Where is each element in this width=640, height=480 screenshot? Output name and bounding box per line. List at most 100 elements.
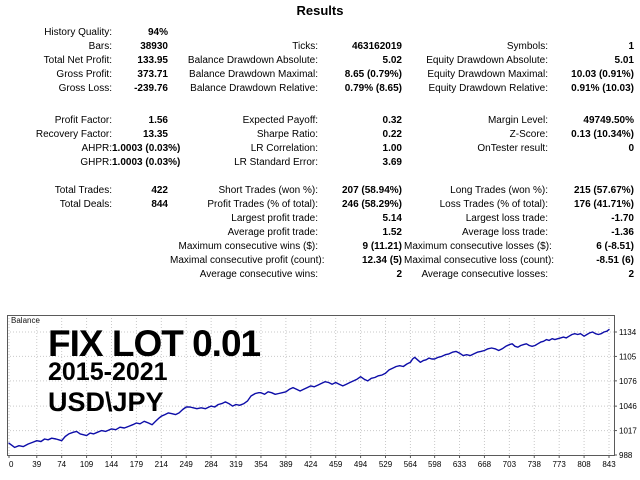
stat-value: 5.01: [614, 55, 634, 66]
stat-value: [112, 268, 170, 282]
x-axis-tick-label: 529: [379, 460, 393, 469]
stat-label: [404, 156, 548, 170]
stat-value: 94%: [147, 27, 168, 38]
x-axis-tick-label: 703: [503, 460, 517, 469]
stat-label: Equity Drawdown Relative:: [428, 83, 549, 94]
stat-label: Balance Drawdown Relative:: [190, 83, 318, 94]
x-axis-tick-label: 109: [80, 460, 94, 469]
stat-label: Bars:: [88, 41, 112, 52]
stat-label: OnTester result:: [477, 143, 548, 154]
stat-label: Maximum consecutive wins ($):: [178, 241, 318, 252]
x-axis-tick-label: 0: [9, 460, 14, 469]
y-axis-tick-label: 1017: [619, 427, 637, 436]
table-row: Gross Profit: 373.71 Balance Drawdown Maxi…: [0, 68, 640, 82]
table-row: Recovery Factor: 13.35 Sharpe Ratio: 0.22 Z-…: [0, 128, 640, 142]
stat-value: 8.65 (0.79%): [344, 69, 402, 80]
stat-value: 9 (11.21): [362, 241, 402, 252]
stat-value: -8.51 (6): [596, 255, 634, 266]
table-row: Total Trades: 422 Short Trades (won %): 207…: [0, 184, 640, 198]
table-row: Average consecutive wins: 2 Average consec…: [0, 268, 640, 282]
stat-label: Ticks:: [292, 41, 318, 52]
stat-value: 2: [628, 269, 634, 280]
stat-label: Loss Trades (% of total):: [439, 199, 548, 210]
stat-label: [0, 254, 112, 268]
stat-value: [548, 26, 636, 40]
stat-value: 49749.50%: [583, 115, 634, 126]
balance-legend-label: Balance: [11, 316, 40, 325]
x-axis-tick-label: 598: [428, 460, 442, 469]
chart-watermark-symbol: USD\JPY: [48, 387, 164, 417]
x-axis-tick-label: 738: [528, 460, 542, 469]
stat-value: 1.52: [382, 227, 402, 238]
stat-value: [548, 156, 636, 170]
stat-value: 0.32: [382, 115, 402, 126]
stat-value: 1.00: [382, 143, 402, 154]
stat-value: 5.02: [382, 55, 402, 66]
stat-label: Balance Drawdown Absolute:: [187, 55, 318, 66]
table-row: Average profit trade: 1.52 Average loss tr…: [0, 226, 640, 240]
stat-label: Maximal consecutive profit (count):: [170, 255, 325, 266]
x-axis-tick-label: 354: [254, 460, 268, 469]
stat-label: [0, 212, 112, 226]
stat-value: 463162019: [351, 41, 402, 52]
stat-value: 176 (41.71%): [573, 199, 634, 210]
stat-value: 2: [396, 269, 402, 280]
stat-label: Average loss trade:: [462, 227, 548, 238]
stat-value: 246 (58.29%): [341, 199, 402, 210]
table-row: Total Deals: 844 Profit Trades (% of total…: [0, 198, 640, 212]
x-axis-tick-label: 179: [130, 460, 144, 469]
stat-value: [318, 26, 404, 40]
x-axis-tick-label: 214: [155, 460, 169, 469]
stat-value: 13.35: [142, 129, 168, 140]
stat-label: Gross Profit:: [56, 69, 112, 80]
chart-watermark-period: 2015-2021: [48, 358, 168, 386]
stat-value: -1.36: [611, 227, 634, 238]
stat-value: 0: [628, 143, 634, 154]
row-spacer: [0, 96, 640, 114]
stat-label: Total Net Profit:: [43, 55, 112, 66]
row-spacer: [0, 170, 640, 184]
stat-value: 422: [151, 185, 168, 196]
table-row: AHPR: 1.0003 (0.03%) LR Correlation: 1.00 On…: [0, 142, 640, 156]
stat-label: LR Standard Error:: [234, 157, 318, 168]
stat-value: 0.22: [382, 129, 402, 140]
stat-label: Average consecutive wins:: [199, 269, 318, 280]
stat-value: 3.69: [382, 157, 402, 168]
x-axis-tick-label: 249: [180, 460, 194, 469]
stat-value: [112, 212, 170, 226]
stat-value: 133.95: [137, 55, 168, 66]
x-axis-tick-label: 808: [577, 460, 591, 469]
stat-label: LR Correlation:: [250, 143, 318, 154]
stat-label: Long Trades (won %):: [450, 185, 548, 196]
stat-label: Profit Trades (% of total):: [207, 199, 318, 210]
table-row: Bars: 38930 Ticks: 463162019 Symbols: 1: [0, 40, 640, 54]
stat-label: Gross Loss:: [58, 83, 112, 94]
stat-label: Maximum consecutive losses ($):: [404, 241, 552, 252]
stat-label: [404, 26, 548, 40]
y-axis-tick-label: 1046: [619, 402, 637, 411]
stat-label: Sharpe Ratio:: [256, 129, 318, 140]
stat-value: 12.34 (5): [361, 255, 402, 266]
stat-value: 0.79% (8.65): [344, 83, 402, 94]
stat-value: 1: [628, 41, 634, 52]
stat-value: 1.56: [148, 115, 168, 126]
stat-value: 1.0003 (0.03%): [112, 157, 181, 168]
plot-border: [7, 315, 615, 456]
x-axis-tick-label: 74: [57, 460, 66, 469]
x-axis-tick-label: 459: [329, 460, 343, 469]
x-axis-tick-label: 389: [279, 460, 293, 469]
x-axis-tick-label: 843: [602, 460, 616, 469]
results-table: History Quality: 94% Bars: 38930 Ticks: 46316…: [0, 26, 640, 282]
stat-label: Total Deals:: [59, 199, 112, 210]
y-axis-tick-label: 1105: [619, 352, 637, 361]
stat-label: Recovery Factor:: [35, 129, 112, 140]
stat-value: 215 (57.67%): [573, 185, 634, 196]
table-row: Maximal consecutive profit (count): 12.34…: [0, 254, 640, 268]
table-row: GHPR: 1.0003 (0.03%) LR Standard Error: 3.6…: [0, 156, 640, 170]
table-row: Maximum consecutive wins ($): 9 (11.21) Ma…: [0, 240, 640, 254]
x-axis-tick-label: 668: [478, 460, 492, 469]
y-axis-tick-label: 988: [619, 451, 633, 460]
stat-label: Equity Drawdown Maximal:: [427, 69, 548, 80]
stat-value: [112, 226, 170, 240]
stat-value: [112, 254, 170, 268]
